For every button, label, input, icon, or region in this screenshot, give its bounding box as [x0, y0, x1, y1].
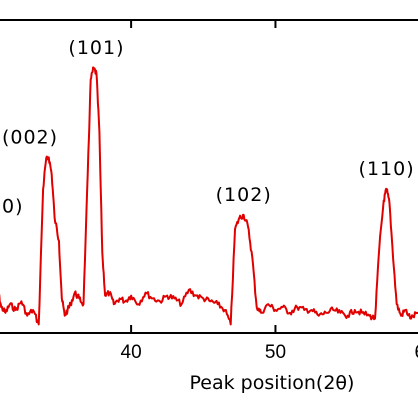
peak-label: (101)	[68, 37, 124, 59]
series-line	[0, 66, 418, 326]
data-series	[0, 66, 418, 326]
plot-frame	[0, 19, 418, 334]
peak-label: 0)	[2, 195, 24, 217]
x-tick-label: 50	[265, 342, 286, 363]
x-tick-label: 6	[414, 342, 418, 363]
x-tick-label: 40	[121, 342, 142, 363]
peak-label: (002)	[2, 126, 58, 148]
peak-labels: 0) (002) (101) (102) (110)	[2, 37, 415, 217]
x-ticks: 40 50 6	[121, 20, 418, 363]
peak-label: (102)	[216, 184, 272, 206]
x-axis-title: Peak position(2θ)	[190, 372, 355, 394]
peak-label: (110)	[359, 158, 415, 180]
